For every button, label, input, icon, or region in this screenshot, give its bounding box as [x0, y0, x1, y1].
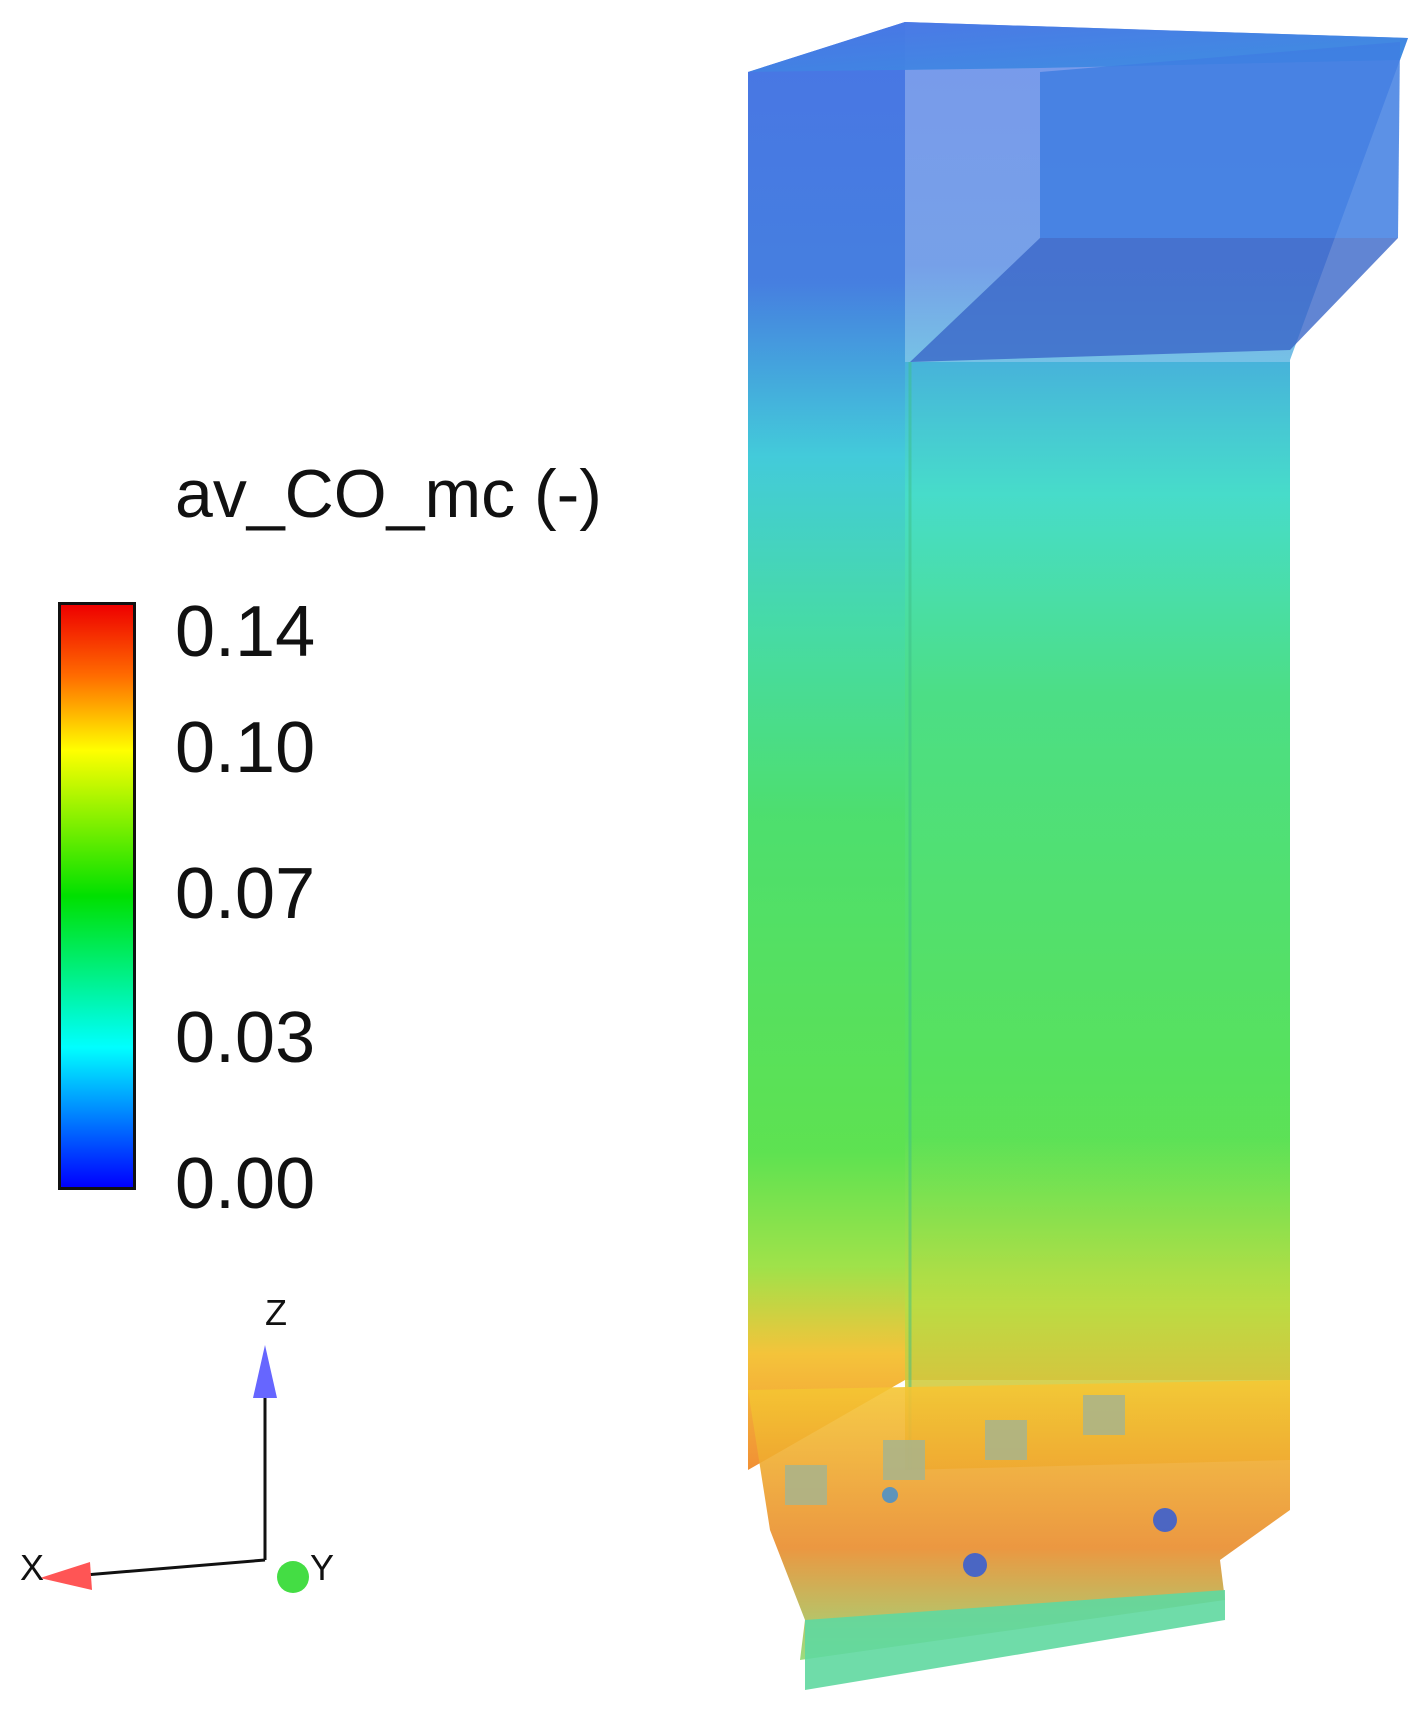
tick-label-min: 0.00 [175, 1144, 316, 1224]
nozzle-1 [963, 1553, 987, 1577]
y-axis-dot [277, 1561, 309, 1593]
burner-2 [883, 1440, 925, 1480]
top-duct-side [1040, 42, 1400, 238]
tick-label-4: 0.03 [175, 998, 316, 1078]
colorbar [58, 602, 136, 1190]
burner-4 [1083, 1395, 1125, 1435]
z-axis-arrow [253, 1345, 277, 1398]
x-axis-label: X [20, 1547, 44, 1588]
nozzle-2 [1153, 1508, 1177, 1532]
colorbar-gradient [61, 605, 133, 1187]
x-axis-arrow [40, 1562, 92, 1590]
tick-label-max: 0.14 [175, 592, 316, 672]
hopper-bottom [805, 1590, 1225, 1690]
furnace-left-wall [748, 22, 905, 1470]
nose-underside [910, 238, 1398, 362]
z-axis-label: Z [265, 1292, 287, 1333]
legend-title: av_CO_mc (-) [175, 456, 602, 532]
nozzle-3 [882, 1487, 898, 1503]
burner-1 [785, 1465, 827, 1505]
tick-label-2: 0.10 [175, 708, 316, 788]
tick-label-3: 0.07 [175, 854, 316, 934]
x-axis-line [84, 1558, 266, 1577]
burner-3 [985, 1420, 1027, 1460]
furnace-front-face [905, 362, 1290, 1470]
y-axis-label: Y [310, 1547, 334, 1588]
